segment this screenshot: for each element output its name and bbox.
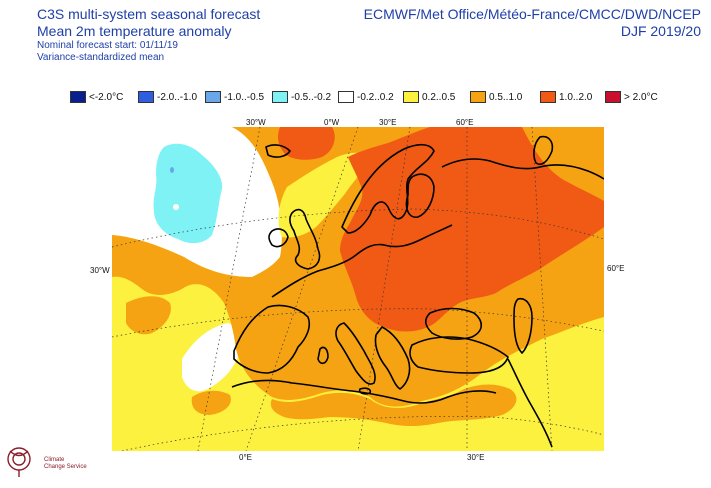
legend-label: -1.0..-0.5 [224, 92, 265, 103]
graticule [112, 127, 604, 451]
legend-label: 0.5..1.0 [489, 92, 523, 103]
lon-label-top-60e: 60°E [456, 118, 474, 127]
logo: Climate Change Service [4, 443, 104, 483]
legend-label: -2.0..-1.0 [157, 92, 198, 103]
lat-label-right: 60°E [607, 264, 625, 273]
anomaly-field-red-nw [278, 127, 335, 160]
legend-swatch [470, 91, 486, 103]
anomaly-map [112, 127, 604, 451]
legend-swatch [138, 91, 154, 103]
lon-label-bottom-0e: 0°E [239, 453, 252, 462]
anomaly-field-white-south [182, 323, 242, 392]
anomaly-field-orange-blob [191, 390, 231, 415]
lon-label-bottom-30e: 30°E [467, 453, 485, 462]
anomaly-field-blue-dot [170, 167, 174, 173]
anomaly-field-red-main [340, 127, 604, 332]
legend-label: 0.2..0.5 [422, 92, 456, 103]
lon-label-top-0w: 0°W [324, 118, 340, 127]
lon-label-top-30e: 30°E [379, 118, 397, 127]
anomaly-field-yellow-band [278, 152, 370, 238]
legend-swatch [605, 91, 621, 103]
season-title: DJF 2019/20 [620, 23, 701, 39]
title-line-1: C3S multi-system seasonal forecast [37, 6, 261, 22]
climate-change-service-logo-icon [7, 447, 31, 477]
legend-swatch [403, 91, 419, 103]
legend-swatch [272, 91, 288, 103]
legend-swatch [338, 91, 354, 103]
legend-label: -0.5..-0.2 [291, 92, 332, 103]
legend-label: <-2.0°C [89, 92, 124, 103]
title-line-2: Mean 2m temperature anomaly [37, 23, 232, 39]
legend-swatch [70, 91, 86, 103]
subtitle: Variance-standardized mean [37, 52, 165, 63]
lat-label-left: 30°W [90, 266, 110, 275]
legend-label: > 2.0°C [624, 92, 658, 103]
logo-line-1: Climate [44, 457, 65, 463]
legend-swatch [540, 91, 556, 103]
anomaly-field-white-dot [173, 204, 179, 210]
systems-block: ECMWF/Met Office/Météo-France/CMCC/DWD/N… [364, 6, 701, 40]
coastlines [231, 135, 604, 448]
legend-label: -0.2..0.2 [357, 92, 394, 103]
systems-title: ECMWF/Met Office/Météo-France/CMCC/DWD/N… [363, 6, 701, 22]
forecast-start: Nominal forecast start: 01/11/19 [37, 40, 178, 51]
legend-label: 1.0..2.0 [559, 92, 593, 103]
lon-label-top-30w: 30°W [246, 118, 266, 127]
anomaly-field-orange-tongue [126, 296, 171, 335]
legend-swatch [205, 91, 221, 103]
logo-line-2: Change Service [44, 464, 87, 470]
title-block: C3S multi-system seasonal forecast Mean … [37, 6, 260, 64]
